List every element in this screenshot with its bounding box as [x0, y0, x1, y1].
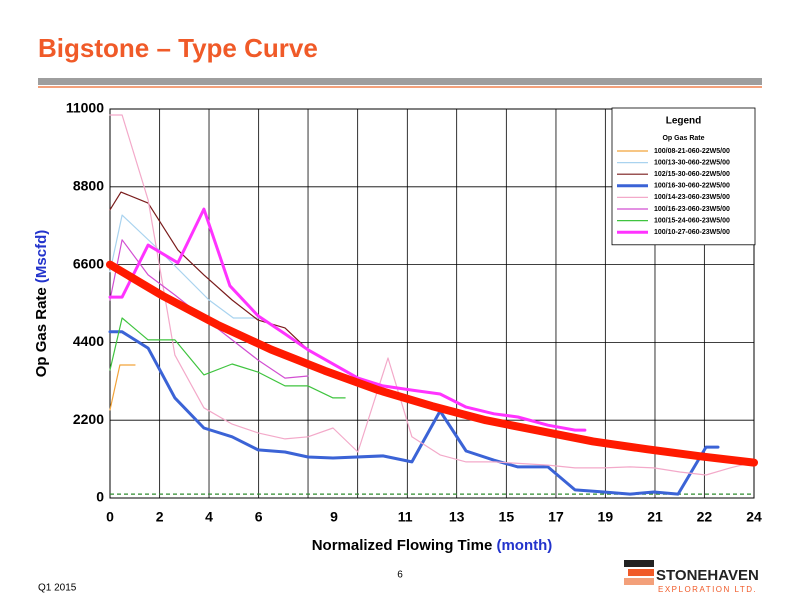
- y-tick-label: 0: [96, 489, 104, 505]
- y-tick-label: 6600: [73, 255, 104, 271]
- x-tick-label: 11: [398, 509, 413, 525]
- legend-label: 100/10-27-060-23W5/00: [654, 229, 730, 236]
- logo-bar: [628, 569, 654, 576]
- legend-label: 100/13-30-060-22W5/00: [654, 159, 730, 166]
- y-axis-label: Op Gas Rate (Mscfd): [33, 230, 50, 378]
- y-tick-label: 8800: [73, 178, 104, 194]
- legend-label: 100/16-30-060-22W5/00: [654, 183, 730, 190]
- legend-title: Legend: [666, 116, 702, 127]
- x-tick-label: 15: [499, 509, 515, 525]
- logo: STONEHAVEN EXPLORATION LTD.: [624, 560, 759, 594]
- y-axis-title: Op Gas Rate: [33, 287, 50, 377]
- title-rule: [38, 78, 762, 85]
- legend-label: 100/14-23-060-23W5/00: [654, 194, 730, 201]
- legend-label: 100/08-21-060-22W5/00: [654, 148, 730, 155]
- slide-title: Bigstone – Type Curve: [38, 33, 318, 63]
- series-line: [108, 330, 720, 496]
- legend-box: [611, 107, 756, 246]
- x-tick-label: 4: [205, 509, 213, 525]
- y-tick-label: 2200: [73, 411, 104, 427]
- series-line: [109, 364, 136, 411]
- x-axis-unit: (month): [496, 537, 552, 554]
- series-line: [108, 207, 587, 432]
- logo-name: STONEHAVEN: [656, 567, 759, 584]
- y-tick-label: 4400: [73, 333, 104, 349]
- series-line: [109, 317, 346, 399]
- legend-label: 100/16-23-060-23W5/00: [654, 206, 730, 213]
- logo-bar: [624, 578, 654, 585]
- series-line: [109, 191, 309, 351]
- x-tick-label: 2: [156, 509, 164, 525]
- x-tick-label: 24: [746, 509, 762, 525]
- x-tick-label: 0: [106, 509, 114, 525]
- series-line: [109, 214, 260, 319]
- series-line: [106, 260, 758, 467]
- y-axis-unit: (Mscfd): [33, 230, 50, 283]
- legend-label: 100/15-24-060-23W5/00: [654, 217, 730, 224]
- x-tick-label: 17: [548, 509, 564, 525]
- logo-bar: [624, 560, 654, 567]
- y-tick-label: 11000: [66, 100, 104, 116]
- series-line: [109, 114, 755, 476]
- title-rule-accent: [38, 86, 762, 88]
- x-tick-label: 19: [598, 509, 614, 525]
- x-axis-title: Normalized Flowing Time: [312, 537, 493, 554]
- x-tick-label: 6: [255, 509, 263, 525]
- footer-date: Q1 2015: [38, 583, 77, 594]
- page-number: 6: [397, 570, 403, 581]
- x-tick-label: 22: [697, 509, 713, 525]
- legend-label: 102/15-30-060-22W5/00: [654, 171, 730, 178]
- x-tick-label: 21: [647, 509, 663, 525]
- logo-sub: EXPLORATION LTD.: [658, 585, 757, 594]
- x-axis-label: Normalized Flowing Time (month): [312, 537, 553, 554]
- legend-subtitle: Op Gas Rate: [662, 135, 704, 142]
- x-tick-label: 9: [330, 509, 338, 525]
- x-tick-label: 13: [449, 509, 465, 525]
